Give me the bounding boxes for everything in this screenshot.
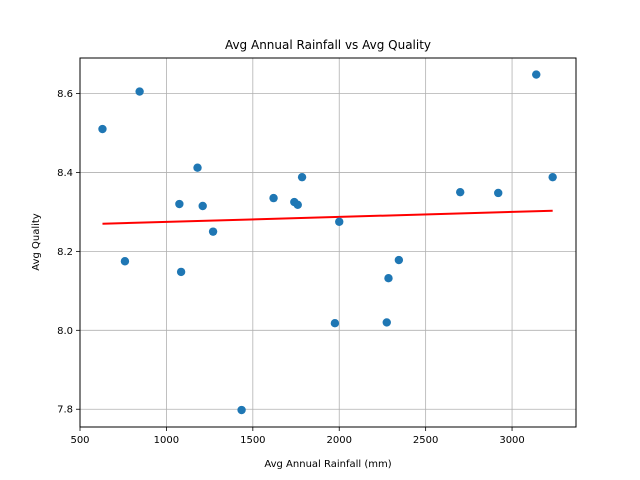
scatter-point xyxy=(456,187,465,197)
x-tick-label: 1000 xyxy=(154,435,179,446)
scatter-point xyxy=(330,319,340,328)
plot-marks xyxy=(98,70,557,415)
scatter-point xyxy=(548,172,557,182)
scatter-point xyxy=(175,199,184,209)
scatter-point xyxy=(384,274,393,283)
scatter-point xyxy=(198,201,207,211)
y-tick-label: 8.4 xyxy=(57,168,73,179)
scatter-point xyxy=(293,200,302,210)
grid-lines xyxy=(79,58,576,427)
plot-frame xyxy=(79,57,577,428)
x-axis-label: Avg Annual Rainfall (mm) xyxy=(264,459,391,470)
x-tick-label: 2500 xyxy=(413,435,438,446)
x-tick-label: 1500 xyxy=(240,435,265,446)
x-tick-label: 2000 xyxy=(327,435,352,446)
scatter-point xyxy=(176,267,186,277)
scatter-point xyxy=(494,188,503,198)
scatter-point xyxy=(237,405,246,415)
scatter-point xyxy=(382,318,391,327)
scatter-point xyxy=(394,255,404,265)
y-tick-label: 7.8 xyxy=(57,405,73,416)
scatter-point xyxy=(120,257,130,266)
scatter-point xyxy=(335,217,344,226)
y-axis-label: Avg Quality xyxy=(31,213,42,271)
scatter-point xyxy=(135,87,144,96)
scatter-point xyxy=(532,70,541,79)
x-tick-label: 3000 xyxy=(499,435,524,446)
y-axis-ticks: 7.8 8.0 8.2 8.4 8.6 xyxy=(57,89,80,416)
scatter-point xyxy=(98,124,107,134)
scatter-point xyxy=(297,172,307,182)
scatter-point xyxy=(269,193,278,203)
scatter-point xyxy=(193,163,202,172)
y-tick-label: 8.2 xyxy=(57,247,73,258)
chart-title: Avg Annual Rainfall vs Avg Quality xyxy=(225,38,431,52)
x-tick-label: 500 xyxy=(70,435,89,446)
y-tick-label: 8.0 xyxy=(57,326,73,337)
x-axis-ticks: 500 1000 1500 2000 2500 3000 xyxy=(70,427,525,446)
scatter-point xyxy=(208,227,218,236)
y-tick-label: 8.6 xyxy=(57,89,73,100)
trend-line xyxy=(102,209,553,225)
